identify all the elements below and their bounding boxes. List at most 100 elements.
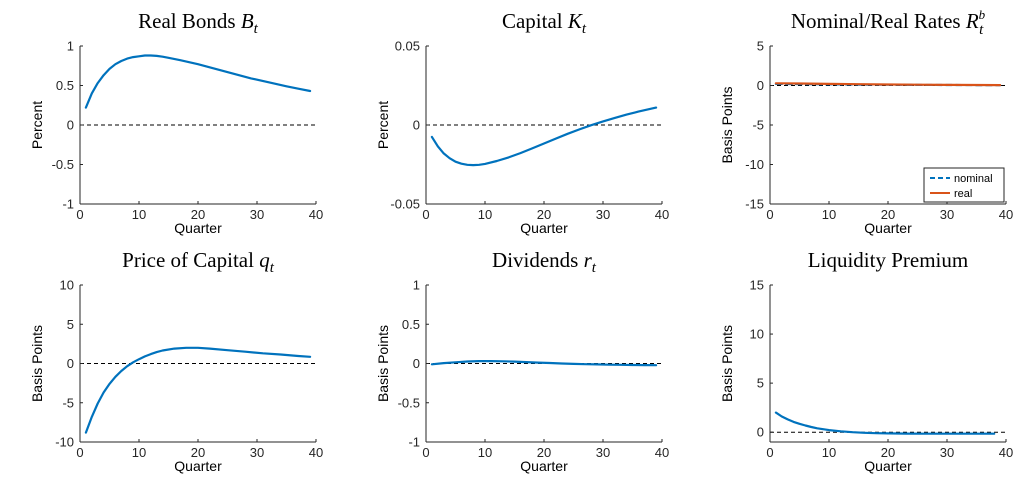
x-tick-label: 30 [596,207,610,222]
y-tick-label: 0.5 [402,317,420,332]
x-axis-label: Quarter [520,220,568,236]
title-main: Liquidity Premium [808,248,968,272]
x-tick-label: 0 [76,207,83,222]
series-line [430,360,658,367]
x-tick-label: 10 [132,445,146,460]
title-variable: r [584,248,593,272]
x-tick-label: 20 [191,445,205,460]
legend-label-nominal: nominal [954,173,993,185]
y-tick-label: 1 [67,39,74,54]
x-tick-label: 0 [76,445,83,460]
legend-box [923,167,1005,203]
x-tick-label: 10 [478,207,492,222]
y-tick-label: -0.5 [52,157,74,172]
y-tick-label: 15 [750,278,764,293]
x-tick-label: 40 [999,445,1013,460]
title-subscript: t [979,22,984,38]
x-tick-label: 20 [537,207,551,222]
y-tick-label: 5 [67,317,74,332]
x-tick-label: 30 [250,207,264,222]
y-tick-label: -1 [62,197,74,212]
x-tick-label: 30 [940,207,954,222]
title-main: Dividends [492,248,584,272]
y-tick-label: 0 [67,356,74,371]
title-main: Capital [502,9,568,33]
title-main: Price of Capital [122,248,259,272]
title-subscript: t [582,21,587,37]
y-tick-label: 10 [750,327,764,342]
title-subscript: t [592,260,597,276]
y-tick-label: 0 [67,118,74,133]
y-tick-label: 10 [60,278,74,293]
title-variable: B [241,9,254,33]
y-tick-label: 0.5 [56,78,74,93]
x-tick-label: 30 [250,445,264,460]
y-axis-label: Percent [375,101,391,149]
panel-4: 0 10 20 30 40 -10 -5 0 5 10 Quarter Basis Points Pri… [29,248,323,474]
title-subscript: t [270,260,275,276]
y-axis-label: Basis Points [29,325,45,402]
title-variable: K [567,9,583,33]
series-line [774,411,996,435]
y-tick-label: 1 [413,278,420,293]
y-tick-label: -0.5 [398,395,420,410]
panel-3: 0 10 20 30 40 -15 -10 -5 0 5 Quarter Basis Points No… [719,7,1013,236]
y-tick-label: 0 [757,425,764,440]
legend-label-real: real [954,188,972,200]
x-axis-label: Quarter [174,220,222,236]
x-tick-label: 0 [766,207,773,222]
x-tick-label: 30 [940,445,954,460]
y-tick-label: -1 [408,435,420,450]
y-tick-label: 0.05 [395,39,420,54]
x-tick-label: 10 [822,445,836,460]
panel-title: Liquidity Premium [808,248,968,272]
y-axis-label: Basis Points [719,86,735,163]
panel-title: Capital Kt [502,9,587,37]
y-tick-label: 0 [757,78,764,93]
title-main: Nominal/Real Rates [791,9,966,33]
panel-title: Real Bonds Bt [138,9,259,37]
panel-1: 0 10 20 30 40 -1 -0.5 0 0.5 1 Quarter Percent Real B… [29,9,323,236]
panel-title: Dividends rt [492,248,597,276]
title-subscript: t [254,21,259,37]
x-tick-label: 40 [309,445,323,460]
legend: nominal real [923,167,1005,203]
x-axis-label: Quarter [864,458,912,474]
y-tick-label: -5 [752,118,764,133]
title-main: Real Bonds [138,9,241,33]
series-line-real [774,82,1002,87]
x-tick-label: 0 [422,445,429,460]
x-axis-label: Quarter [520,458,568,474]
x-tick-label: 20 [881,207,895,222]
y-axis-label: Basis Points [375,325,391,402]
x-tick-label: 0 [422,207,429,222]
series-line [84,54,312,109]
x-tick-label: 10 [478,445,492,460]
x-tick-label: 40 [655,445,669,460]
title-variable: R [965,9,979,33]
y-axis-label: Basis Points [719,325,735,402]
x-tick-label: 30 [596,445,610,460]
x-tick-label: 40 [999,207,1013,222]
panel-title: Price of Capital qt [122,248,275,276]
panel-5: 0 10 20 30 40 -1 -0.5 0 0.5 1 Quarter Basis Points D… [375,248,669,474]
x-tick-label: 10 [822,207,836,222]
x-tick-label: 0 [766,445,773,460]
panel-title: Nominal/Real Rates Rb t [791,7,986,38]
y-tick-label: -10 [55,435,74,450]
y-tick-label: 0 [413,118,420,133]
x-tick-label: 40 [309,207,323,222]
y-tick-label: -10 [745,157,764,172]
title-superscript: b [979,7,986,22]
panel-6: 0 10 20 30 40 0 5 10 15 Quarter Basis Points Liquid… [719,248,1013,474]
x-axis-label: Quarter [864,220,912,236]
y-tick-label: 5 [757,39,764,54]
x-tick-label: 20 [537,445,551,460]
y-tick-label: 0 [413,356,420,371]
y-tick-label: -0.05 [390,197,420,212]
y-axis-label: Percent [29,101,45,149]
y-tick-label: -15 [745,197,764,212]
x-tick-label: 20 [881,445,895,460]
title-variable: q [259,248,270,272]
